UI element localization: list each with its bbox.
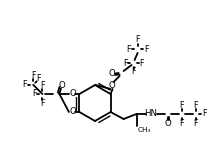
Text: F: F bbox=[139, 59, 144, 68]
Text: O: O bbox=[58, 81, 65, 89]
Text: F: F bbox=[131, 67, 136, 76]
Text: O: O bbox=[69, 89, 76, 98]
Text: CH₃: CH₃ bbox=[138, 127, 151, 133]
Text: F: F bbox=[123, 59, 128, 68]
Text: O: O bbox=[164, 119, 171, 127]
Text: F: F bbox=[40, 98, 45, 108]
Text: F: F bbox=[179, 119, 184, 127]
Text: F: F bbox=[179, 100, 184, 109]
Text: O: O bbox=[69, 108, 76, 116]
Text: F: F bbox=[31, 71, 36, 80]
Text: F: F bbox=[22, 80, 26, 89]
Text: HN: HN bbox=[144, 109, 157, 119]
Text: F: F bbox=[32, 89, 37, 98]
Text: O: O bbox=[108, 70, 115, 78]
Text: F: F bbox=[193, 100, 198, 109]
Text: F: F bbox=[135, 35, 140, 44]
Text: F: F bbox=[126, 44, 131, 54]
Text: F: F bbox=[193, 119, 198, 127]
Text: F: F bbox=[202, 109, 207, 119]
Text: F: F bbox=[40, 81, 45, 89]
Text: F: F bbox=[144, 44, 149, 54]
Text: O: O bbox=[108, 81, 115, 89]
Text: F: F bbox=[36, 74, 41, 83]
